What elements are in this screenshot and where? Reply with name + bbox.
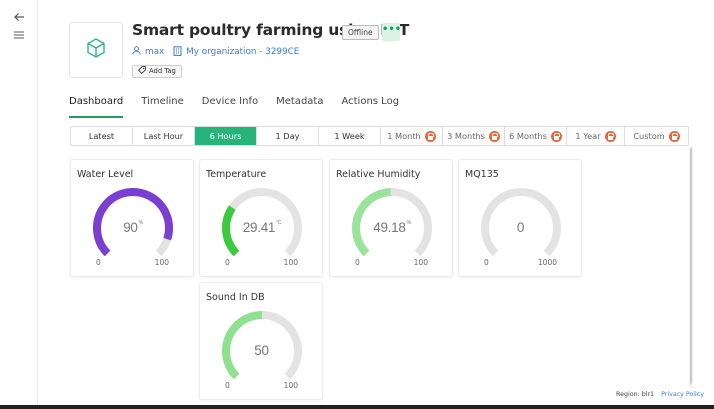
organization-name: My organization - 3299CE	[186, 47, 300, 57]
user-icon	[132, 46, 145, 58]
status-badge: Offline	[342, 25, 379, 40]
device-tabs: Dashboard Timeline Device Info Metadata …	[69, 96, 417, 118]
range-label: 3 Months	[447, 131, 485, 141]
lock-icon	[604, 130, 616, 142]
gauge-min-label: 0	[225, 258, 230, 267]
tab-dashboard[interactable]: Dashboard	[69, 96, 124, 118]
lock-icon	[424, 130, 436, 142]
widget-title: Temperature	[206, 169, 267, 180]
gauge-chart	[222, 188, 302, 256]
privacy-policy-link[interactable]: Privacy Policy	[661, 391, 704, 398]
device-title: Smart poultry farming using IOT	[132, 21, 410, 39]
range-label: Custom	[633, 131, 665, 141]
region-label: Region: blr1	[616, 391, 655, 398]
range-label: 1 Week	[334, 131, 365, 141]
range-latest[interactable]: Latest	[71, 127, 133, 145]
value-unit: %	[406, 220, 411, 226]
gauge-max-label: 100	[154, 258, 169, 267]
gauge-min-label: 0	[225, 381, 230, 390]
widget-relative-humidity: Relative Humidity 49.18% 0 100	[329, 159, 453, 277]
value-number: 90	[123, 220, 138, 235]
widget-title: MQ135	[465, 169, 499, 180]
widget-mq135: MQ135 0 0 1000	[458, 159, 582, 277]
range-label: 6 Months	[509, 131, 547, 141]
add-tag-label: Add Tag	[149, 67, 176, 75]
gauge-fill	[222, 205, 240, 256]
gauge-chart	[481, 188, 561, 256]
range-label: Last Hour	[143, 131, 184, 141]
range-custom[interactable]: Custom	[625, 127, 688, 145]
range-6-months[interactable]: 6 Months	[505, 127, 567, 145]
taskbar-edge	[0, 405, 714, 409]
widget-title: Sound In DB	[206, 292, 265, 303]
value-number: 50	[254, 343, 269, 358]
range-6-hours[interactable]: 6 Hours	[195, 127, 257, 145]
owner-link[interactable]: max	[132, 46, 164, 58]
hamburger-menu-icon[interactable]	[11, 30, 27, 44]
scrollbar-thumb[interactable]	[690, 148, 692, 384]
range-last-hour[interactable]: Last Hour	[133, 127, 195, 145]
range-label: 1 Month	[387, 131, 421, 141]
widget-value: 50	[200, 343, 324, 358]
lock-icon	[668, 130, 680, 142]
add-tag-button[interactable]: Add Tag	[132, 65, 182, 78]
range-3-months[interactable]: 3 Months	[443, 127, 505, 145]
cube-icon	[85, 37, 107, 63]
widget-value: 0	[459, 220, 583, 235]
gauge-chart	[352, 188, 432, 256]
range-1-month[interactable]: 1 Month	[381, 127, 443, 145]
gauge-min-label: 0	[96, 258, 101, 267]
range-label: 1 Day	[275, 131, 300, 141]
left-rail	[0, 0, 38, 405]
footer: Region: blr1 Privacy Policy	[616, 391, 704, 398]
range-label: 1 Year	[575, 131, 601, 141]
gauge-fill	[93, 188, 173, 256]
widget-water-level: Water Level 90% 0 100	[70, 159, 194, 277]
more-options-button[interactable]: •••	[382, 23, 401, 41]
value-number: 29.41	[242, 220, 276, 235]
widget-title: Water Level	[77, 169, 134, 180]
tab-metadata[interactable]: Metadata	[276, 96, 324, 107]
organization-link[interactable]: My organization - 3299CE	[173, 45, 300, 59]
building-icon	[173, 45, 186, 59]
tab-timeline[interactable]: Timeline	[141, 96, 184, 107]
range-label: Latest	[88, 131, 115, 141]
gauge-chart	[222, 311, 302, 379]
device-meta: max My organization - 3299CE	[132, 45, 299, 59]
value-unit: %	[138, 220, 143, 226]
value-number: 49.18	[373, 220, 406, 235]
lock-icon	[550, 130, 562, 142]
widget-sound-in-db: Sound In DB 50 0 100	[199, 282, 323, 400]
time-range-selector: Latest Last Hour 6 Hours 1 Day 1 Week 1 …	[70, 126, 689, 146]
gauge-fill	[352, 188, 391, 256]
value-number: 0	[516, 220, 525, 235]
range-1-day[interactable]: 1 Day	[257, 127, 319, 145]
device-page: Smart poultry farming using IOT Offline …	[38, 0, 714, 405]
widget-value: 90%	[71, 220, 195, 235]
owner-name: max	[145, 47, 165, 57]
widget-value: 49.18%	[330, 220, 454, 235]
value-unit: °C	[276, 220, 282, 226]
device-image	[69, 22, 123, 78]
range-1-week[interactable]: 1 Week	[319, 127, 381, 145]
gauge-min-label: 0	[484, 258, 489, 267]
widget-title: Relative Humidity	[336, 169, 421, 180]
gauge-fill	[222, 311, 263, 379]
widget-value: 29.41°C	[200, 220, 324, 235]
lock-icon	[488, 130, 500, 142]
gauge-chart	[93, 188, 173, 256]
tab-actions-log[interactable]: Actions Log	[341, 96, 400, 107]
tab-device-info[interactable]: Device Info	[201, 96, 259, 107]
gauge-track	[481, 188, 561, 256]
range-label: 6 Hours	[209, 131, 242, 141]
gauge-max-label: 100	[283, 381, 298, 390]
gauge-min-label: 0	[355, 258, 360, 267]
tag-icon	[137, 65, 149, 78]
gauge-max-label: 1000	[537, 258, 557, 267]
range-1-year[interactable]: 1 Year	[567, 127, 625, 145]
arrow-left-icon[interactable]	[11, 11, 27, 25]
gauge-max-label: 100	[413, 258, 428, 267]
widget-temperature: Temperature 29.41°C 0 100	[199, 159, 323, 277]
gauge-max-label: 100	[283, 258, 298, 267]
